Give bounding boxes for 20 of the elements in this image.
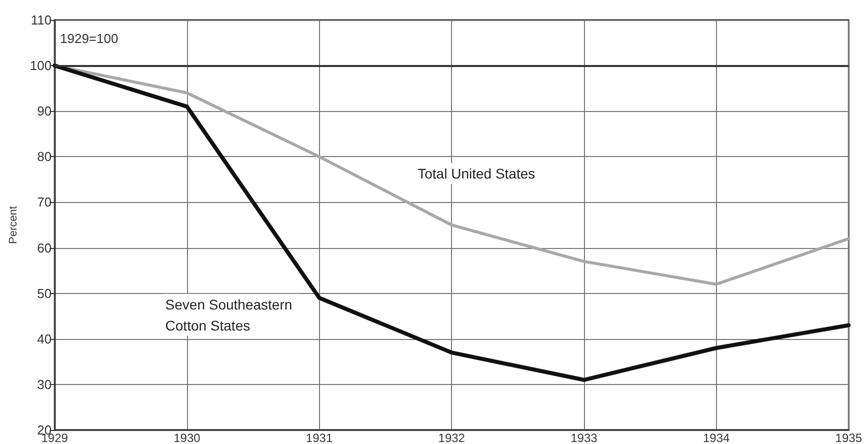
- x-tick-label: 1932: [438, 431, 466, 444]
- x-tick-label: 1935: [835, 431, 862, 444]
- y-tick-label: 80: [37, 149, 52, 164]
- y-axis-title: Percent: [8, 206, 20, 244]
- line-series: [52, 64, 851, 382]
- x-tick-label: 1930: [174, 431, 201, 444]
- y-tick-label: 100: [30, 58, 52, 74]
- y-tick-label: 110: [30, 12, 52, 28]
- series-label: Seven Southeastern Cotton States: [165, 296, 296, 334]
- series-label: Total United States: [418, 166, 536, 182]
- x-tick-label: 1933: [570, 431, 598, 444]
- y-tick-label: 40: [37, 331, 52, 346]
- y-tick-label: 30: [37, 376, 52, 392]
- y-tick-label: 70: [37, 194, 52, 210]
- y-tick-label: 90: [37, 104, 52, 119]
- y-tick-label: 50: [37, 286, 52, 301]
- x-tick-label: 1931: [306, 431, 333, 444]
- x-tick-label: 1934: [702, 431, 730, 444]
- annotation: 1929=100: [60, 31, 118, 46]
- y-tick-label: 60: [37, 240, 52, 256]
